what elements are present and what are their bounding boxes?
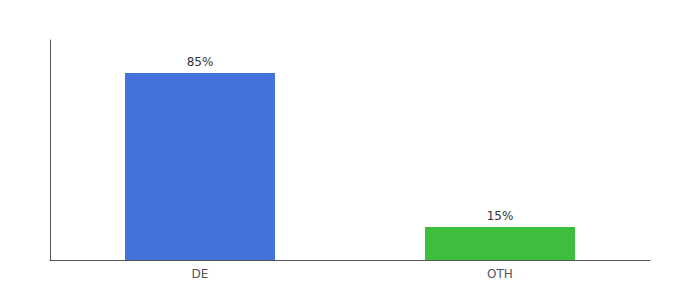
svg-text:DE: DE [192, 267, 209, 281]
svg-text:85%: 85% [187, 55, 214, 69]
svg-text:OTH: OTH [487, 267, 513, 281]
svg-text:15%: 15% [487, 209, 514, 223]
